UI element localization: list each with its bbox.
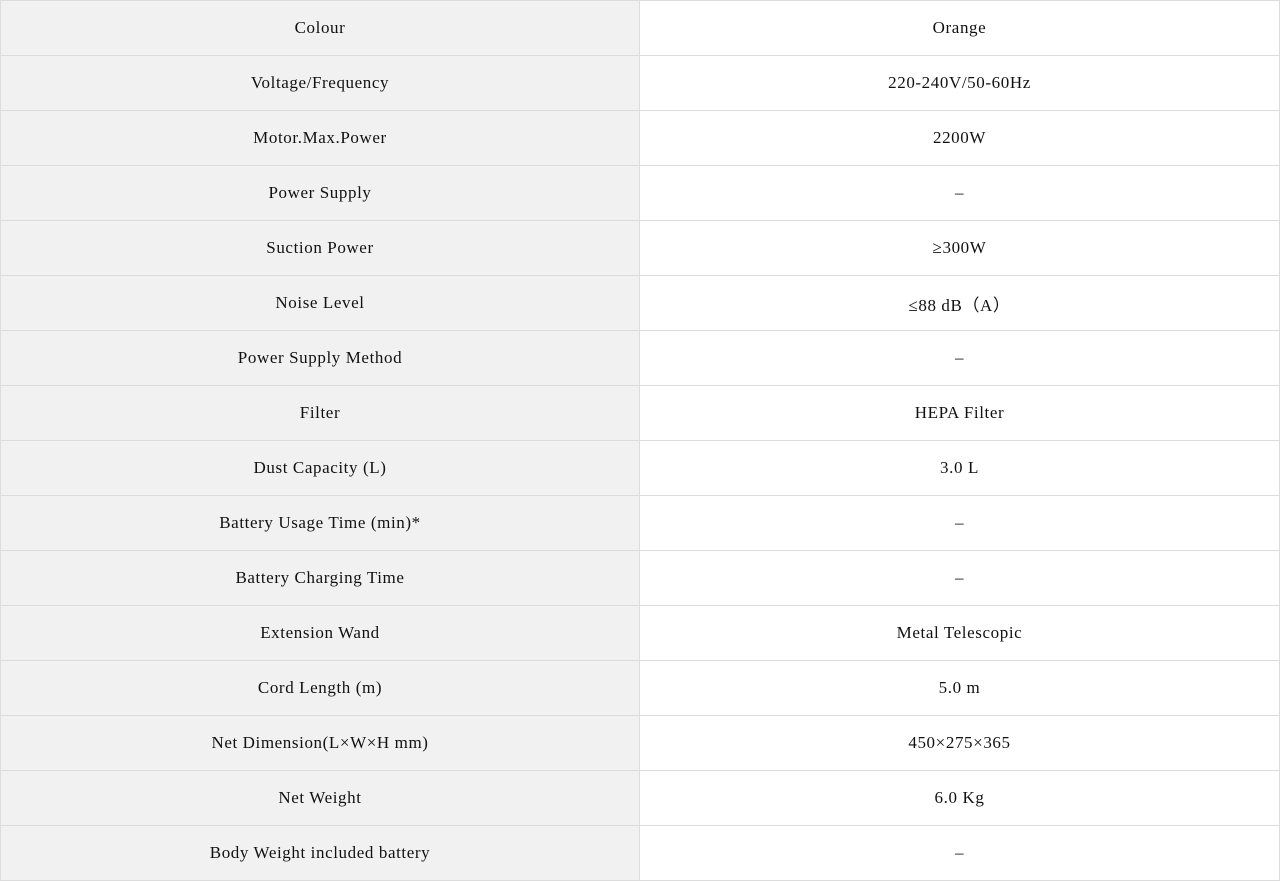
- spec-value: 6.0 Kg: [639, 770, 1280, 826]
- spec-label: Net Weight: [0, 770, 640, 826]
- spec-value: 5.0 m: [639, 660, 1280, 716]
- table-row: Motor.Max.Power 2200W: [0, 110, 1280, 166]
- spec-value: 220-240V/50-60Hz: [639, 55, 1280, 111]
- spec-label: Filter: [0, 385, 640, 441]
- spec-label: Power Supply Method: [0, 330, 640, 386]
- spec-label: Dust Capacity (L): [0, 440, 640, 496]
- spec-label: Cord Length (m): [0, 660, 640, 716]
- spec-value: Orange: [639, 0, 1280, 56]
- table-row: Net Dimension(L×W×H mm) 450×275×365: [0, 715, 1280, 771]
- spec-label: Colour: [0, 0, 640, 56]
- table-row: Dust Capacity (L) 3.0 L: [0, 440, 1280, 496]
- spec-label: Power Supply: [0, 165, 640, 221]
- table-row: Colour Orange: [0, 0, 1280, 56]
- table-row: Cord Length (m) 5.0 m: [0, 660, 1280, 716]
- spec-value: –: [639, 825, 1280, 881]
- spec-value: –: [639, 330, 1280, 386]
- spec-label: Battery Charging Time: [0, 550, 640, 606]
- spec-value: 2200W: [639, 110, 1280, 166]
- spec-label: Noise Level: [0, 275, 640, 331]
- spec-value: ≥300W: [639, 220, 1280, 276]
- spec-value: Metal Telescopic: [639, 605, 1280, 661]
- table-row: Battery Charging Time –: [0, 550, 1280, 606]
- spec-value: –: [639, 495, 1280, 551]
- table-row: Net Weight 6.0 Kg: [0, 770, 1280, 826]
- table-row: Extension Wand Metal Telescopic: [0, 605, 1280, 661]
- table-row: Power Supply –: [0, 165, 1280, 221]
- spec-label: Net Dimension(L×W×H mm): [0, 715, 640, 771]
- table-row: Noise Level ≤88 dB（A）: [0, 275, 1280, 331]
- spec-label: Body Weight included battery: [0, 825, 640, 881]
- spec-label: Battery Usage Time (min)*: [0, 495, 640, 551]
- spec-label: Motor.Max.Power: [0, 110, 640, 166]
- table-row: Battery Usage Time (min)* –: [0, 495, 1280, 551]
- spec-value: –: [639, 550, 1280, 606]
- spec-label: Voltage/Frequency: [0, 55, 640, 111]
- spec-value: ≤88 dB（A）: [639, 275, 1280, 331]
- table-row: Suction Power ≥300W: [0, 220, 1280, 276]
- spec-label: Extension Wand: [0, 605, 640, 661]
- spec-value: 450×275×365: [639, 715, 1280, 771]
- table-row: Filter HEPA Filter: [0, 385, 1280, 441]
- spec-value: –: [639, 165, 1280, 221]
- spec-value: HEPA Filter: [639, 385, 1280, 441]
- table-row: Power Supply Method –: [0, 330, 1280, 386]
- table-row: Voltage/Frequency 220-240V/50-60Hz: [0, 55, 1280, 111]
- table-row: Body Weight included battery –: [0, 825, 1280, 881]
- spec-label: Suction Power: [0, 220, 640, 276]
- spec-value: 3.0 L: [639, 440, 1280, 496]
